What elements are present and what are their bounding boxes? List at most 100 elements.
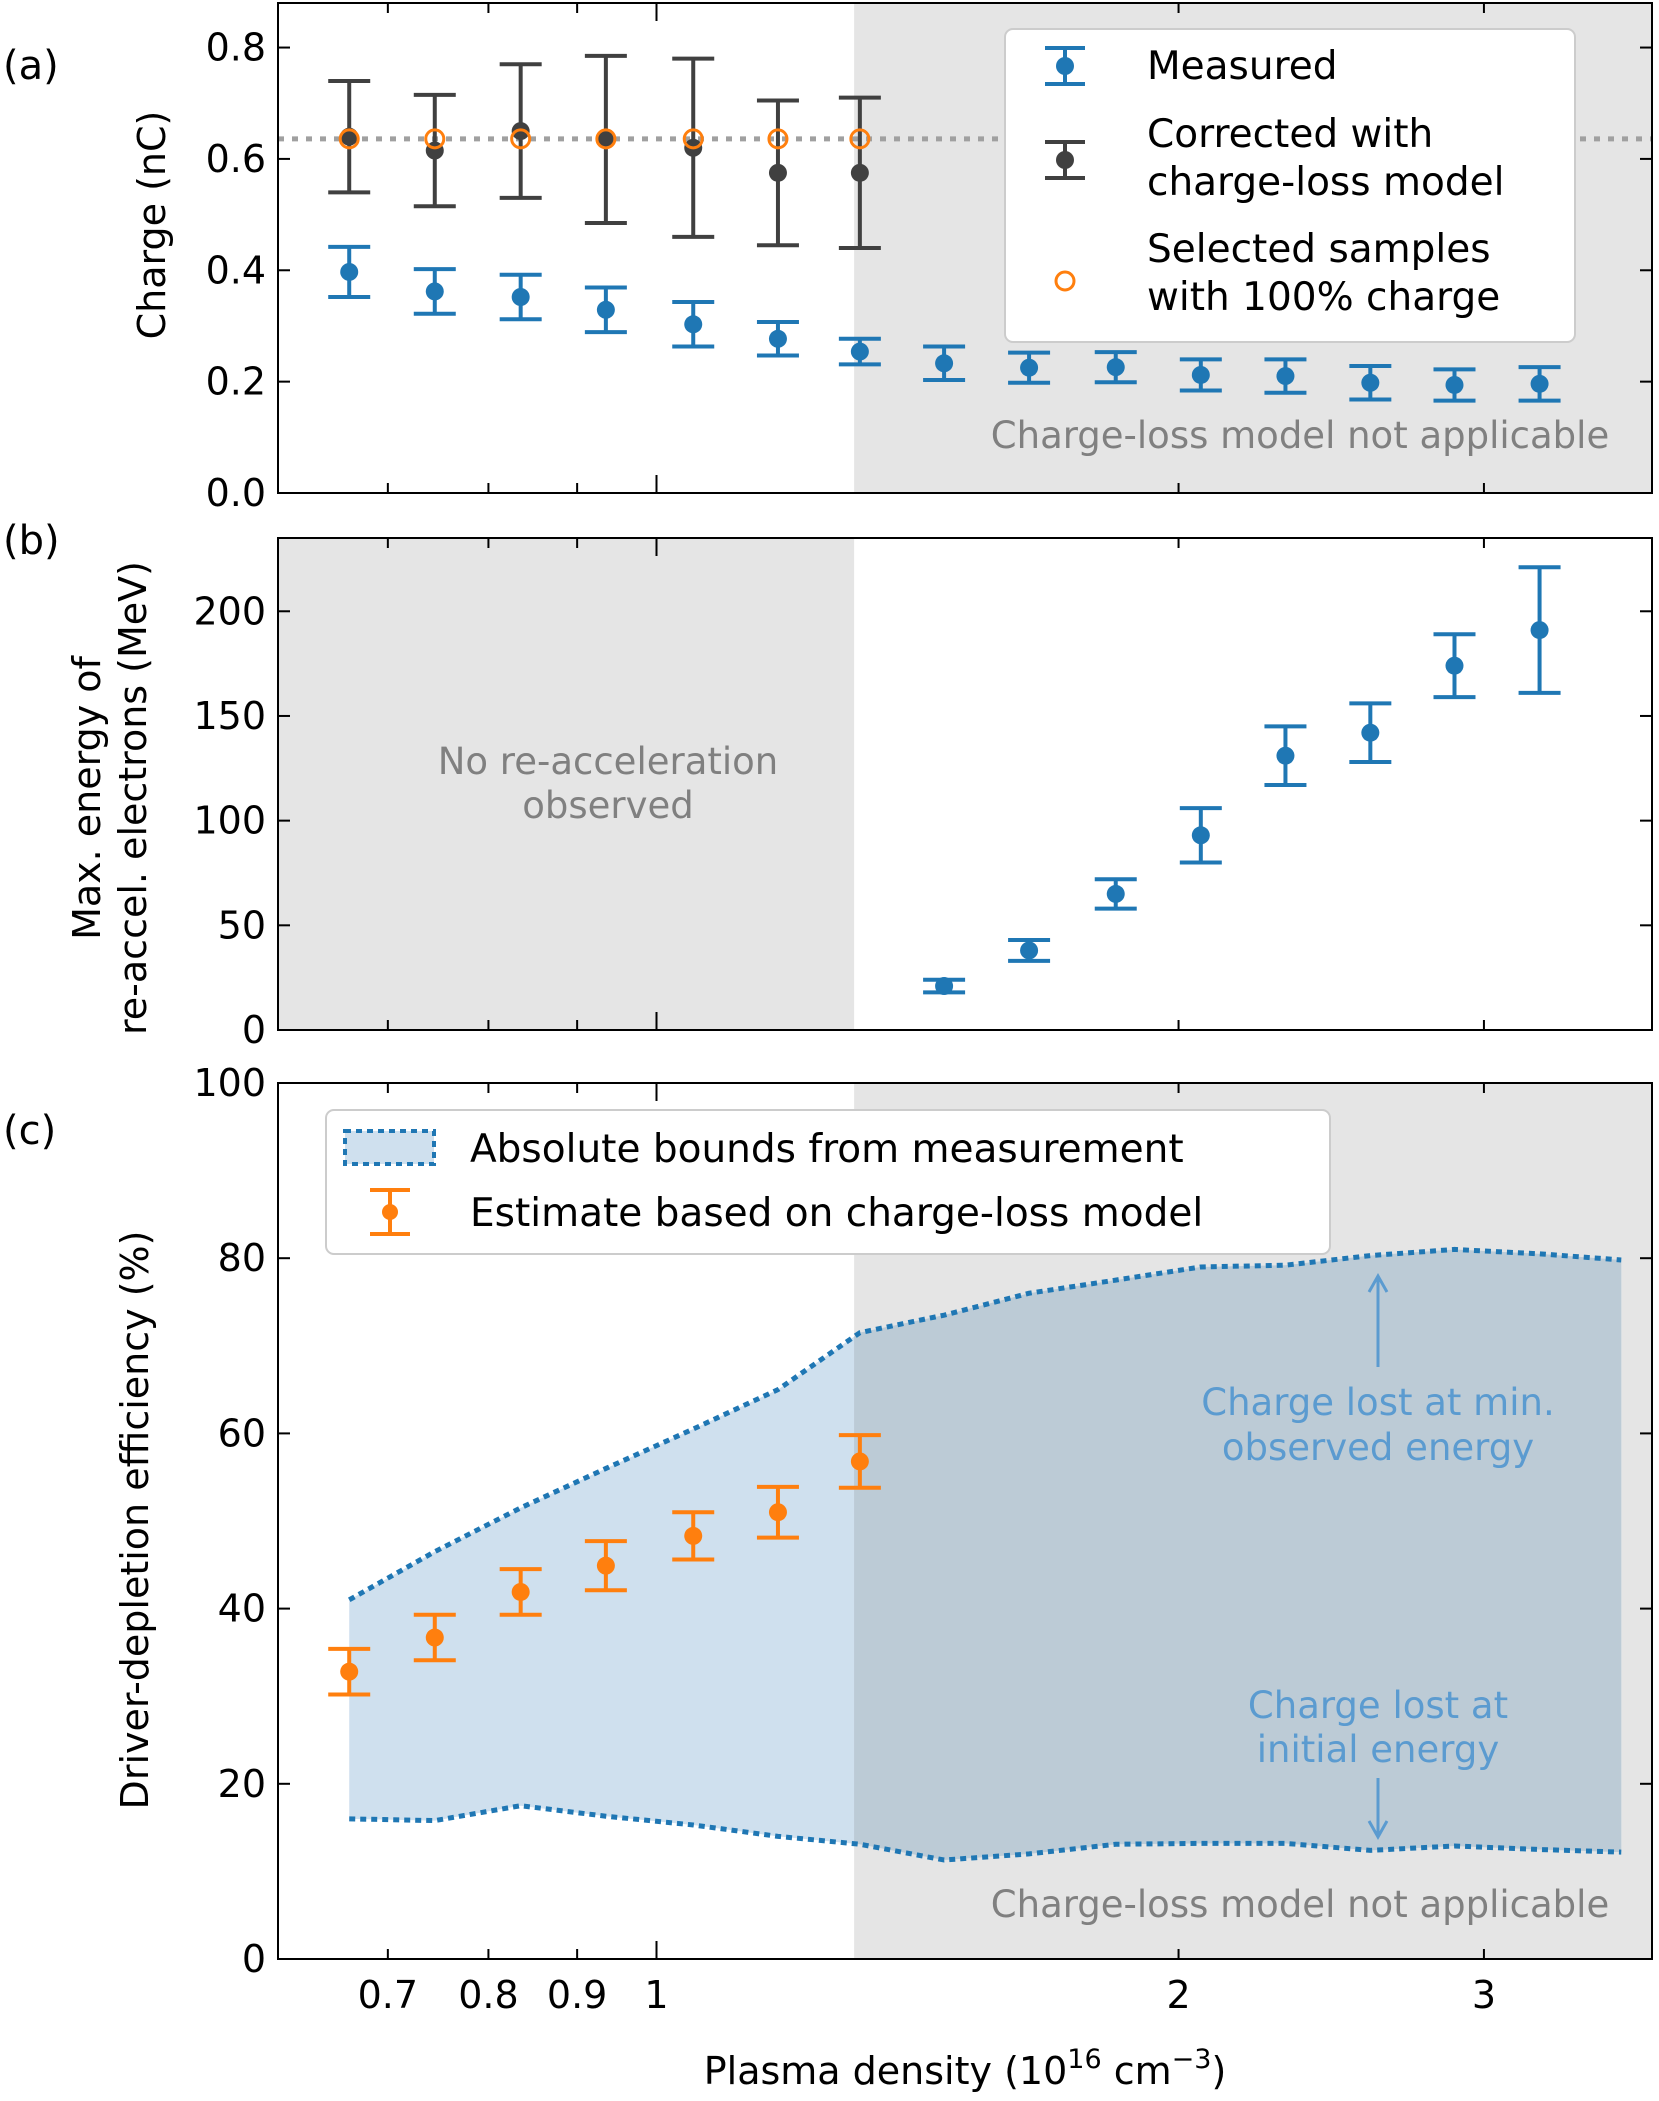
panel-a-ytick-label: 0.8	[206, 26, 266, 70]
x-tick-label: 3	[1472, 1973, 1496, 2017]
measured-point	[425, 282, 444, 301]
measured-point	[850, 342, 869, 361]
selected-sample-marker	[510, 128, 532, 150]
lower-bound-line	[349, 1803, 1622, 1863]
energy-point	[1020, 941, 1039, 960]
annotation-arrow-up-head	[1367, 1272, 1389, 1293]
bounds-band-overlap	[854, 1249, 1622, 1861]
panel-c-ytick-label: 60	[218, 1411, 266, 1455]
legend-a-label: charge-loss model	[1147, 160, 1504, 205]
estimate-point	[425, 1628, 444, 1647]
measured-point	[684, 315, 703, 334]
plot-frame	[277, 1082, 1653, 1960]
energy-point	[1361, 723, 1380, 742]
measured-point	[1361, 373, 1380, 392]
x-axis-label-part: cm	[1102, 2049, 1172, 2093]
legend-estimate-marker	[382, 1204, 398, 1220]
legend-a-label: Measured	[1147, 44, 1338, 89]
panel-c-label: (c)	[3, 1108, 56, 1154]
panel-c-ytick-label: 80	[218, 1236, 266, 1280]
panel-b-ylabel: re-accel. electrons (MeV)	[111, 561, 155, 1035]
legend-c-label: Absolute bounds from measurement	[470, 1127, 1184, 1172]
x-axis-label-sup: −3	[1172, 2044, 1212, 2075]
x-axis-label-part: Plasma density (10	[704, 2049, 1068, 2093]
measured-point	[1191, 365, 1210, 384]
measured-point	[1530, 374, 1549, 393]
measured-point	[1445, 375, 1464, 394]
x-axis-label-sup: 16	[1067, 2044, 1101, 2075]
estimate-point	[511, 1582, 530, 1601]
energy-point	[1276, 746, 1295, 765]
selected-sample-marker	[338, 128, 360, 150]
x-tick-label: 0.9	[547, 1973, 607, 2017]
panel-a-label: (a)	[3, 43, 59, 89]
x-axis-label: Plasma density (1016 cm−3)	[704, 2044, 1227, 2093]
legend-selected-marker	[1054, 270, 1076, 292]
x-axis-label-part: )	[1211, 2049, 1226, 2093]
selected-sample-marker	[767, 128, 789, 150]
measured-point	[511, 288, 530, 306]
estimate-point	[684, 1526, 703, 1545]
measured-point	[1020, 358, 1039, 377]
measured-point	[935, 354, 954, 373]
estimate-point	[340, 1662, 359, 1681]
corrected-point	[768, 163, 787, 182]
legend-c-box	[325, 1109, 1331, 1255]
corrected-point	[596, 130, 615, 149]
legend-bounds-swatch	[343, 1129, 436, 1166]
panel-b-ytick-label: 200	[193, 589, 266, 633]
shade-label: Charge-loss model not applicable	[991, 1883, 1609, 1926]
shade-label: No re-acceleration	[438, 740, 779, 783]
panel-a-ytick-label: 0.6	[206, 137, 266, 181]
shade-label: observed	[522, 784, 694, 827]
measured-point	[768, 329, 787, 348]
annotation-min-energy: Charge lost at min.	[1201, 1381, 1554, 1424]
corrected-point	[850, 163, 869, 182]
energy-point	[1445, 656, 1464, 675]
x-tick-label: 0.7	[358, 1973, 418, 2017]
shade-label: Charge-loss model not applicable	[991, 414, 1609, 457]
panel-c-ylabel: Driver-depletion efficiency (%)	[113, 1231, 157, 1810]
legend-c-label: Estimate based on charge-loss model	[470, 1191, 1203, 1236]
upper-bound-line	[347, 1246, 1622, 1603]
annotation-initial-energy: Charge lost at	[1248, 1684, 1508, 1727]
panel-c-ytick-label: 20	[218, 1762, 266, 1806]
panel-b-ytick-label: 0	[242, 1008, 266, 1052]
panel-a: Charge-loss model not applicable 0.0 0.2 0.…	[3, 2, 1653, 515]
panel-a-ytick-label: 0.2	[206, 360, 266, 404]
x-tick-label: 2	[1166, 1973, 1190, 2017]
legend-a-label: Corrected with	[1147, 112, 1433, 157]
measured-point	[596, 300, 615, 319]
panel-b-ytick-label: 100	[193, 799, 266, 843]
energy-point	[935, 977, 954, 996]
energy-point	[1191, 826, 1210, 845]
legend-c: Absolute bounds from measurement Estimate…	[325, 1109, 1331, 1255]
panel-b-ytick-label: 50	[218, 903, 266, 947]
energy-point	[1106, 884, 1125, 903]
annotation-initial-energy: initial energy	[1257, 1728, 1499, 1771]
selected-sample-marker	[424, 128, 446, 150]
panel-c-ytick-label: 0	[242, 1937, 266, 1981]
shaded-region	[278, 538, 855, 1030]
energy-point	[1530, 621, 1549, 640]
legend-a-label: with 100% charge	[1147, 275, 1500, 320]
annotation-min-energy: observed energy	[1222, 1426, 1534, 1469]
estimate-point	[850, 1452, 869, 1471]
legend-measured-marker	[1056, 57, 1074, 75]
selected-sample-marker	[682, 128, 704, 150]
legend-a-box	[1004, 28, 1576, 343]
panel-c-ytick-label: 100	[193, 1061, 266, 1105]
panel-a-ytick-label: 0.4	[206, 248, 266, 292]
panel-a-ytick-label: 0.0	[206, 471, 266, 515]
selected-sample-marker	[595, 128, 617, 150]
measured-point	[1276, 367, 1295, 386]
annotation-arrow-down-head	[1367, 1820, 1389, 1841]
panel-c-ytick-label: 40	[218, 1587, 266, 1631]
x-tick-label: 0.8	[458, 1973, 518, 2017]
measured-point	[340, 262, 359, 281]
selected-sample-marker	[849, 128, 871, 150]
panel-a-ylabel: Charge (nC)	[130, 111, 174, 340]
